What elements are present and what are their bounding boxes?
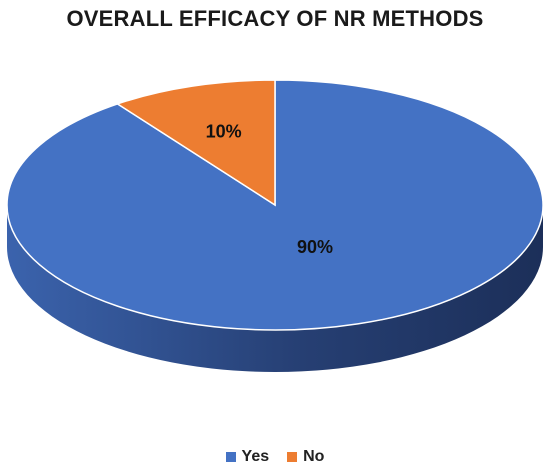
chart-title: OVERALL EFFICACY OF NR METHODS (66, 6, 484, 31)
pie-tops (6, 79, 544, 331)
legend-swatch-no (287, 452, 298, 462)
legend-label-yes: Yes (241, 448, 270, 465)
legend-swatch-yes (225, 452, 236, 462)
pie-slice-no (115, 79, 276, 207)
legend-label-no: No (303, 448, 325, 465)
data-label-yes: 90% (297, 237, 333, 257)
pie-sides (7, 205, 543, 372)
data-label-no: 10% (206, 121, 242, 141)
legend: Yes No (0, 448, 550, 466)
legend-item-no: No (287, 448, 324, 466)
legend-item-yes: Yes (225, 448, 270, 466)
pie-labels: 90% 10% (206, 121, 333, 257)
pie-side-yes (7, 205, 543, 372)
